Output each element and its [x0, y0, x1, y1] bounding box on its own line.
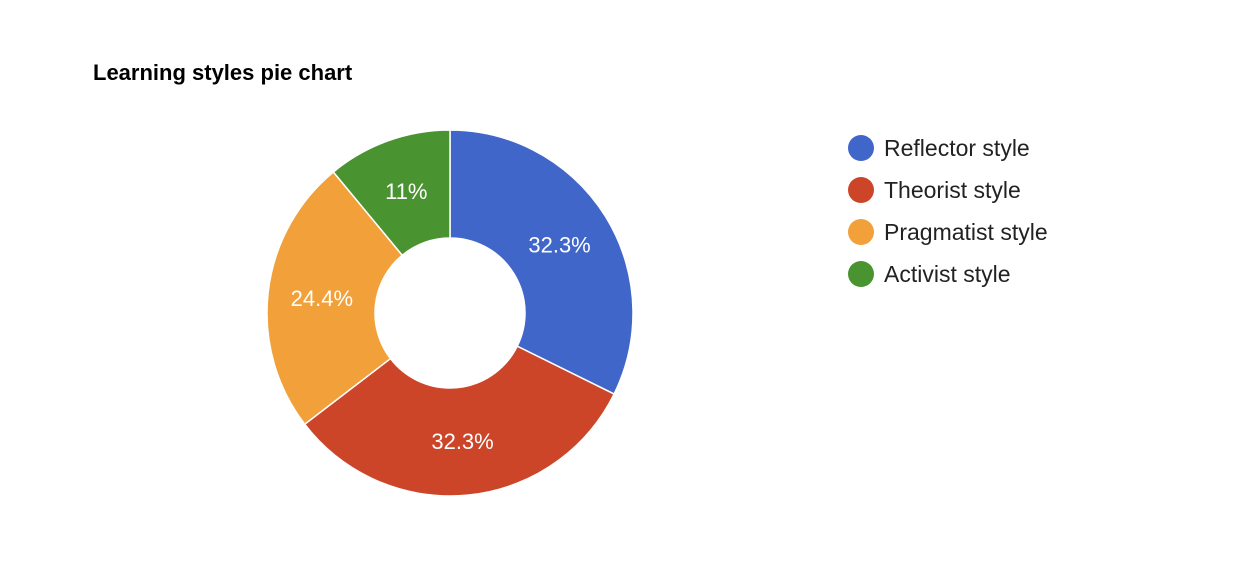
slice-group [266, 129, 634, 497]
slice-reflector-style[interactable] [449, 129, 634, 396]
legend-label: Reflector style [884, 134, 1030, 161]
slice-label-activist-style: 11% [385, 179, 427, 204]
legend-swatch [848, 135, 874, 161]
slice-label-theorist-style: 32.3% [431, 429, 493, 454]
legend-item-pragmatist-style[interactable]: Pragmatist style [848, 211, 1048, 253]
slice-label-reflector-style: 32.3% [528, 232, 590, 257]
slice-label-group: 32.3% 32.3% 24.4% 11% [291, 179, 591, 454]
legend-swatch [848, 177, 874, 203]
chart-title: Learning styles pie chart [93, 60, 353, 85]
legend-label: Theorist style [884, 176, 1021, 203]
legend-label: Pragmatist style [884, 218, 1048, 245]
slice-label-pragmatist-style: 24.4% [291, 286, 353, 311]
legend-item-reflector-style[interactable]: Reflector style [848, 127, 1048, 169]
legend-swatch [848, 261, 874, 287]
slice-theorist-style[interactable] [303, 345, 616, 497]
slice-pragmatist-style[interactable] [266, 170, 404, 426]
legend: Reflector style Theorist style Pragmatist … [848, 127, 1048, 295]
slice-activist-style[interactable] [332, 129, 451, 257]
legend-label: Activist style [884, 260, 1011, 287]
legend-swatch [848, 219, 874, 245]
legend-item-theorist-style[interactable]: Theorist style [848, 169, 1048, 211]
legend-item-activist-style[interactable]: Activist style [848, 253, 1048, 295]
